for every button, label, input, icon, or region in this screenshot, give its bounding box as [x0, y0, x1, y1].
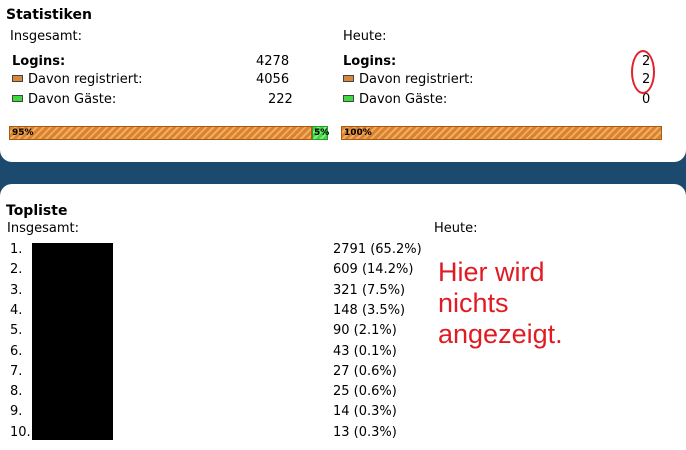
today-guests-label: Davon Gäste:	[359, 92, 448, 107]
rank-number: 3.	[10, 282, 23, 298]
score-value: 14 (0.3%)	[333, 404, 397, 420]
rank-number: 6.	[10, 343, 23, 359]
guest-legend-icon	[343, 95, 354, 102]
rank-number: 10.	[10, 424, 31, 440]
guest-legend-icon	[12, 95, 23, 102]
toplist-today-heading: Heute:	[434, 221, 478, 236]
total-guests-value: 222	[268, 92, 293, 107]
total-heading: Insgesamt:	[10, 29, 82, 44]
total-logins-value: 4278	[256, 54, 290, 69]
rank-number: 8.	[10, 384, 23, 400]
score-value: 2791 (65.2%)	[333, 242, 422, 257]
rank-number: 4.	[10, 302, 23, 318]
total-registered-percent: 95%	[12, 128, 34, 138]
score-value: 148 (3.5%)	[333, 302, 406, 318]
today-guests-value: 0	[642, 92, 651, 107]
rank-number: 7.	[10, 363, 23, 379]
total-registered-bar: 95%	[9, 126, 312, 140]
score-value: 609 (14.2%)	[333, 262, 414, 278]
total-guests-label: Davon Gäste:	[28, 92, 117, 107]
highlight-circle	[631, 50, 655, 94]
toplist-total-heading: Insgesamt:	[7, 221, 79, 236]
statistics-title: Statistiken	[6, 7, 92, 23]
today-registered-label: Davon registriert:	[359, 72, 474, 87]
total-registered-value: 4056	[256, 72, 290, 87]
today-registered-percent: 100%	[344, 128, 372, 138]
score-value: 90 (2.1%)	[333, 323, 397, 339]
score-value: 27 (0.6%)	[333, 363, 397, 379]
total-logins-label: Logins:	[12, 54, 66, 69]
rank-number: 2.	[10, 262, 23, 278]
score-value: 13 (0.3%)	[333, 424, 397, 440]
today-registered-bar: 100%	[341, 126, 662, 140]
redacted-names	[32, 243, 113, 440]
rank-number: 9.	[10, 404, 23, 420]
rank-number: 1.	[10, 242, 23, 257]
score-value: 25 (0.6%)	[333, 384, 397, 400]
registered-legend-icon	[343, 75, 354, 82]
total-registered-label: Davon registriert:	[28, 72, 143, 87]
statistics-panel: Statistiken Insgesamt: Heute: Logins: 42…	[0, 0, 686, 162]
today-logins-label: Logins:	[343, 54, 397, 69]
annotation-text: Hier wird nichts angezeigt.	[438, 257, 563, 349]
today-heading: Heute:	[343, 29, 387, 44]
score-value: 321 (7.5%)	[333, 282, 406, 298]
toplist-panel: Topliste Insgesamt: Heute: 1. 2791 (65.2%…	[0, 184, 686, 450]
toplist-title: Topliste	[6, 203, 68, 219]
registered-legend-icon	[12, 75, 23, 82]
total-guest-bar: 5%	[312, 126, 330, 140]
total-guest-percent: 5%	[314, 128, 330, 138]
rank-number: 5.	[10, 323, 23, 339]
score-value: 43 (0.1%)	[333, 343, 397, 359]
